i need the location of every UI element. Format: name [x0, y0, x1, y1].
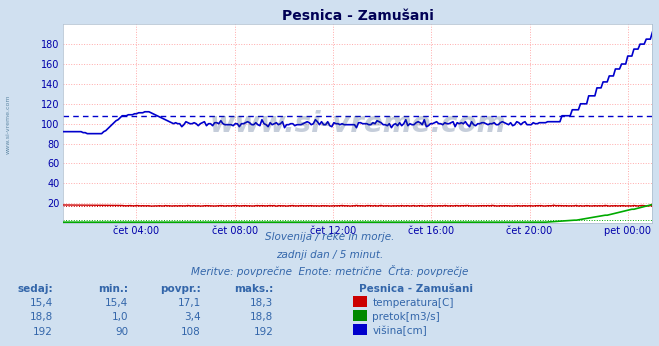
Text: 18,8: 18,8: [30, 312, 53, 322]
Text: 15,4: 15,4: [30, 298, 53, 308]
Text: temperatura[C]: temperatura[C]: [372, 298, 454, 308]
Text: 17,1: 17,1: [178, 298, 201, 308]
Text: min.:: min.:: [98, 284, 129, 294]
Text: 18,3: 18,3: [250, 298, 273, 308]
Text: zadnji dan / 5 minut.: zadnji dan / 5 minut.: [276, 250, 383, 260]
Text: pretok[m3/s]: pretok[m3/s]: [372, 312, 440, 322]
Text: Pesnica - Zamušani: Pesnica - Zamušani: [359, 284, 473, 294]
Text: 192: 192: [33, 327, 53, 337]
Text: Slovenija / reke in morje.: Slovenija / reke in morje.: [265, 233, 394, 243]
Text: 18,8: 18,8: [250, 312, 273, 322]
Text: Meritve: povprečne  Enote: metrične  Črta: povprečje: Meritve: povprečne Enote: metrične Črta:…: [191, 265, 468, 277]
Text: 15,4: 15,4: [105, 298, 129, 308]
Text: višina[cm]: višina[cm]: [372, 326, 427, 337]
Text: 192: 192: [254, 327, 273, 337]
Text: 108: 108: [181, 327, 201, 337]
Text: maks.:: maks.:: [234, 284, 273, 294]
Text: 1,0: 1,0: [112, 312, 129, 322]
Title: Pesnica - Zamušani: Pesnica - Zamušani: [281, 9, 434, 23]
Text: povpr.:: povpr.:: [160, 284, 201, 294]
Text: sedaj:: sedaj:: [17, 284, 53, 294]
Text: 3,4: 3,4: [185, 312, 201, 322]
Text: www.si-vreme.com: www.si-vreme.com: [210, 110, 505, 138]
Text: www.si-vreme.com: www.si-vreme.com: [5, 95, 11, 154]
Text: 90: 90: [115, 327, 129, 337]
